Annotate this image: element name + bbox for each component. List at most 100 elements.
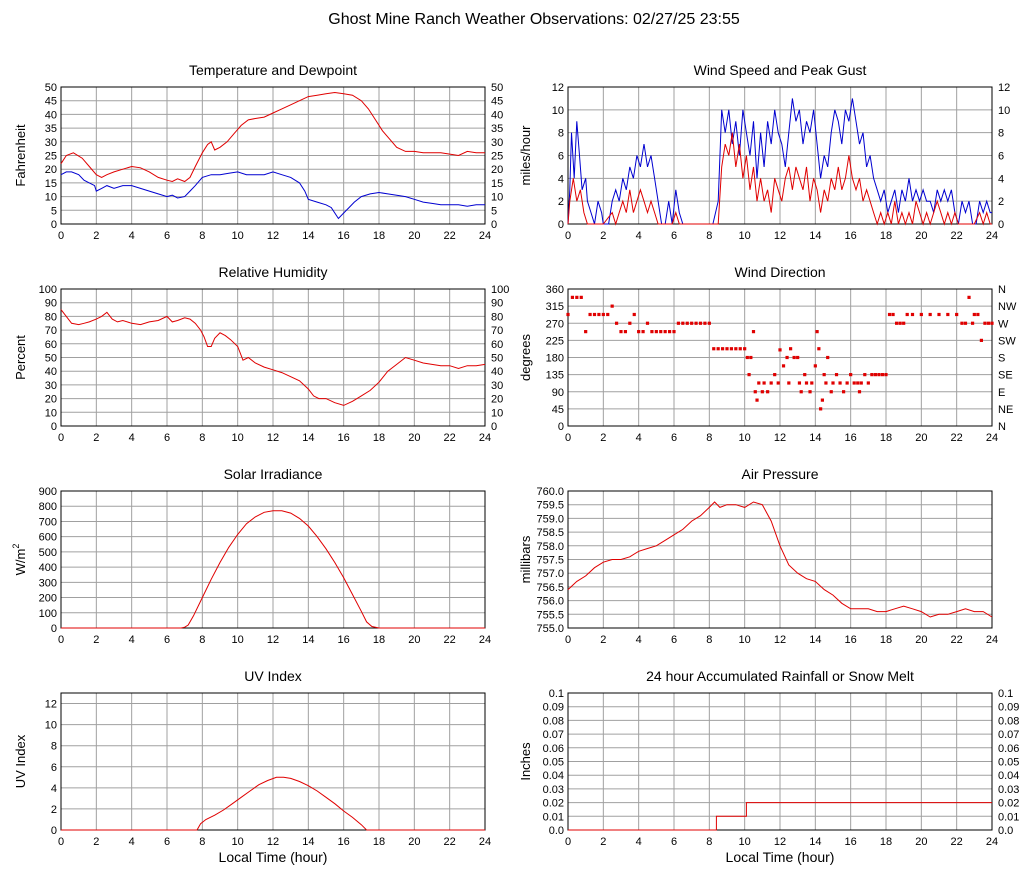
right-tick-label: 70 <box>491 325 503 337</box>
data-point <box>815 330 819 334</box>
data-point <box>766 390 770 394</box>
data-point <box>849 373 853 377</box>
y-tick-label: 757.5 <box>536 555 564 567</box>
x-tick-label: 20 <box>915 634 927 646</box>
data-point <box>820 398 824 402</box>
y-tick-label: 500 <box>39 547 57 559</box>
y-tick-label: 50 <box>45 353 57 365</box>
data-point <box>797 381 802 385</box>
chart-title: Solar Irradiance <box>224 466 323 482</box>
right-tick-label: 60 <box>491 339 503 351</box>
data-point <box>654 330 658 334</box>
data-point <box>891 312 895 317</box>
chart-title: Wind Direction <box>734 264 825 280</box>
x-tick-label: 14 <box>302 634 314 646</box>
y-tick-label: 100 <box>39 284 57 296</box>
y-tick-label: 45 <box>552 404 564 416</box>
right-tick-label: 50 <box>491 353 503 365</box>
x-tick-label: 14 <box>302 836 314 848</box>
y-tick-label: 8 <box>558 128 564 140</box>
y-axis-label-superscript: 2 <box>11 544 21 549</box>
x-tick-label: 8 <box>706 836 712 848</box>
x-tick-label: 6 <box>671 432 677 444</box>
x-tick-label: 12 <box>774 836 786 848</box>
data-point <box>632 312 636 317</box>
right-tick-label: 50 <box>491 82 503 94</box>
y-tick-label: 5 <box>51 205 57 217</box>
data-point <box>751 330 756 334</box>
data-point <box>873 373 877 377</box>
series-line <box>568 802 992 831</box>
data-point <box>743 347 747 351</box>
data-point <box>946 312 950 317</box>
data-point <box>856 381 860 385</box>
x-tick-label: 12 <box>267 432 279 444</box>
data-point <box>902 321 906 325</box>
x-tick-label: 24 <box>986 836 998 848</box>
right-tick-label: 0 <box>491 219 497 231</box>
x-tick-label: 4 <box>636 230 642 242</box>
data-point <box>570 295 575 299</box>
right-tick-label: 30 <box>491 380 503 392</box>
x-tick-label: 8 <box>706 230 712 242</box>
data-point <box>937 312 941 317</box>
data-point <box>734 347 738 351</box>
right-tick-label: 0.02 <box>998 798 1019 810</box>
data-point <box>769 381 773 385</box>
y-tick-label: 50 <box>45 82 57 94</box>
data-point <box>845 381 849 385</box>
data-point <box>601 312 605 317</box>
data-point <box>659 330 663 334</box>
x-tick-label: 18 <box>880 634 892 646</box>
y-tick-label: 0.02 <box>543 798 564 810</box>
right-tick-label: 35 <box>491 123 503 135</box>
x-tick-label: 22 <box>444 836 456 848</box>
right-tick-label: NE <box>998 404 1013 416</box>
x-tick-label: 22 <box>951 634 963 646</box>
y-axis-label: Inches <box>518 742 533 781</box>
right-tick-label: 10 <box>998 105 1010 117</box>
x-tick-label: 16 <box>338 432 350 444</box>
right-tick-label: 5 <box>491 205 497 217</box>
data-point <box>690 321 694 325</box>
y-tick-label: 0.09 <box>543 702 564 714</box>
data-point <box>905 312 909 317</box>
right-tick-label: 10 <box>491 407 503 419</box>
x-tick-label: 14 <box>809 836 821 848</box>
plot-frame <box>60 692 486 831</box>
y-tick-label: 4 <box>558 173 564 185</box>
data-point <box>789 347 793 351</box>
data-point <box>810 381 814 385</box>
right-tick-label: 45 <box>491 96 503 108</box>
plot-frame <box>567 86 993 225</box>
y-tick-label: 755.0 <box>536 623 564 635</box>
series-line <box>567 501 993 618</box>
data-point <box>623 330 628 334</box>
data-point <box>972 312 976 317</box>
right-tick-label: 2 <box>998 196 1004 208</box>
x-tick-label: 20 <box>408 836 420 848</box>
data-point <box>979 338 983 342</box>
y-tick-label: 757.0 <box>536 568 564 580</box>
plot-frame <box>60 490 486 629</box>
right-tick-label: 10 <box>491 192 503 204</box>
data-point <box>619 330 623 334</box>
x-tick-label: 10 <box>232 634 244 646</box>
y-axis-label: degrees <box>518 334 533 381</box>
y-tick-label: 60 <box>45 339 57 351</box>
y-tick-label: 759.0 <box>536 513 564 525</box>
x-tick-label: 2 <box>600 634 606 646</box>
y-tick-label: 90 <box>552 387 564 399</box>
x-tick-label: 20 <box>915 230 927 242</box>
y-tick-label: 6 <box>51 762 57 774</box>
y-tick-label: 758.5 <box>536 527 564 539</box>
plot-frame <box>567 288 993 427</box>
x-tick-label: 8 <box>199 634 205 646</box>
x-tick-label: 18 <box>880 836 892 848</box>
y-tick-label: 0.1 <box>549 688 564 700</box>
data-point <box>819 407 823 411</box>
data-point <box>870 373 874 377</box>
data-point <box>986 321 991 325</box>
x-tick-label: 0 <box>58 836 64 848</box>
